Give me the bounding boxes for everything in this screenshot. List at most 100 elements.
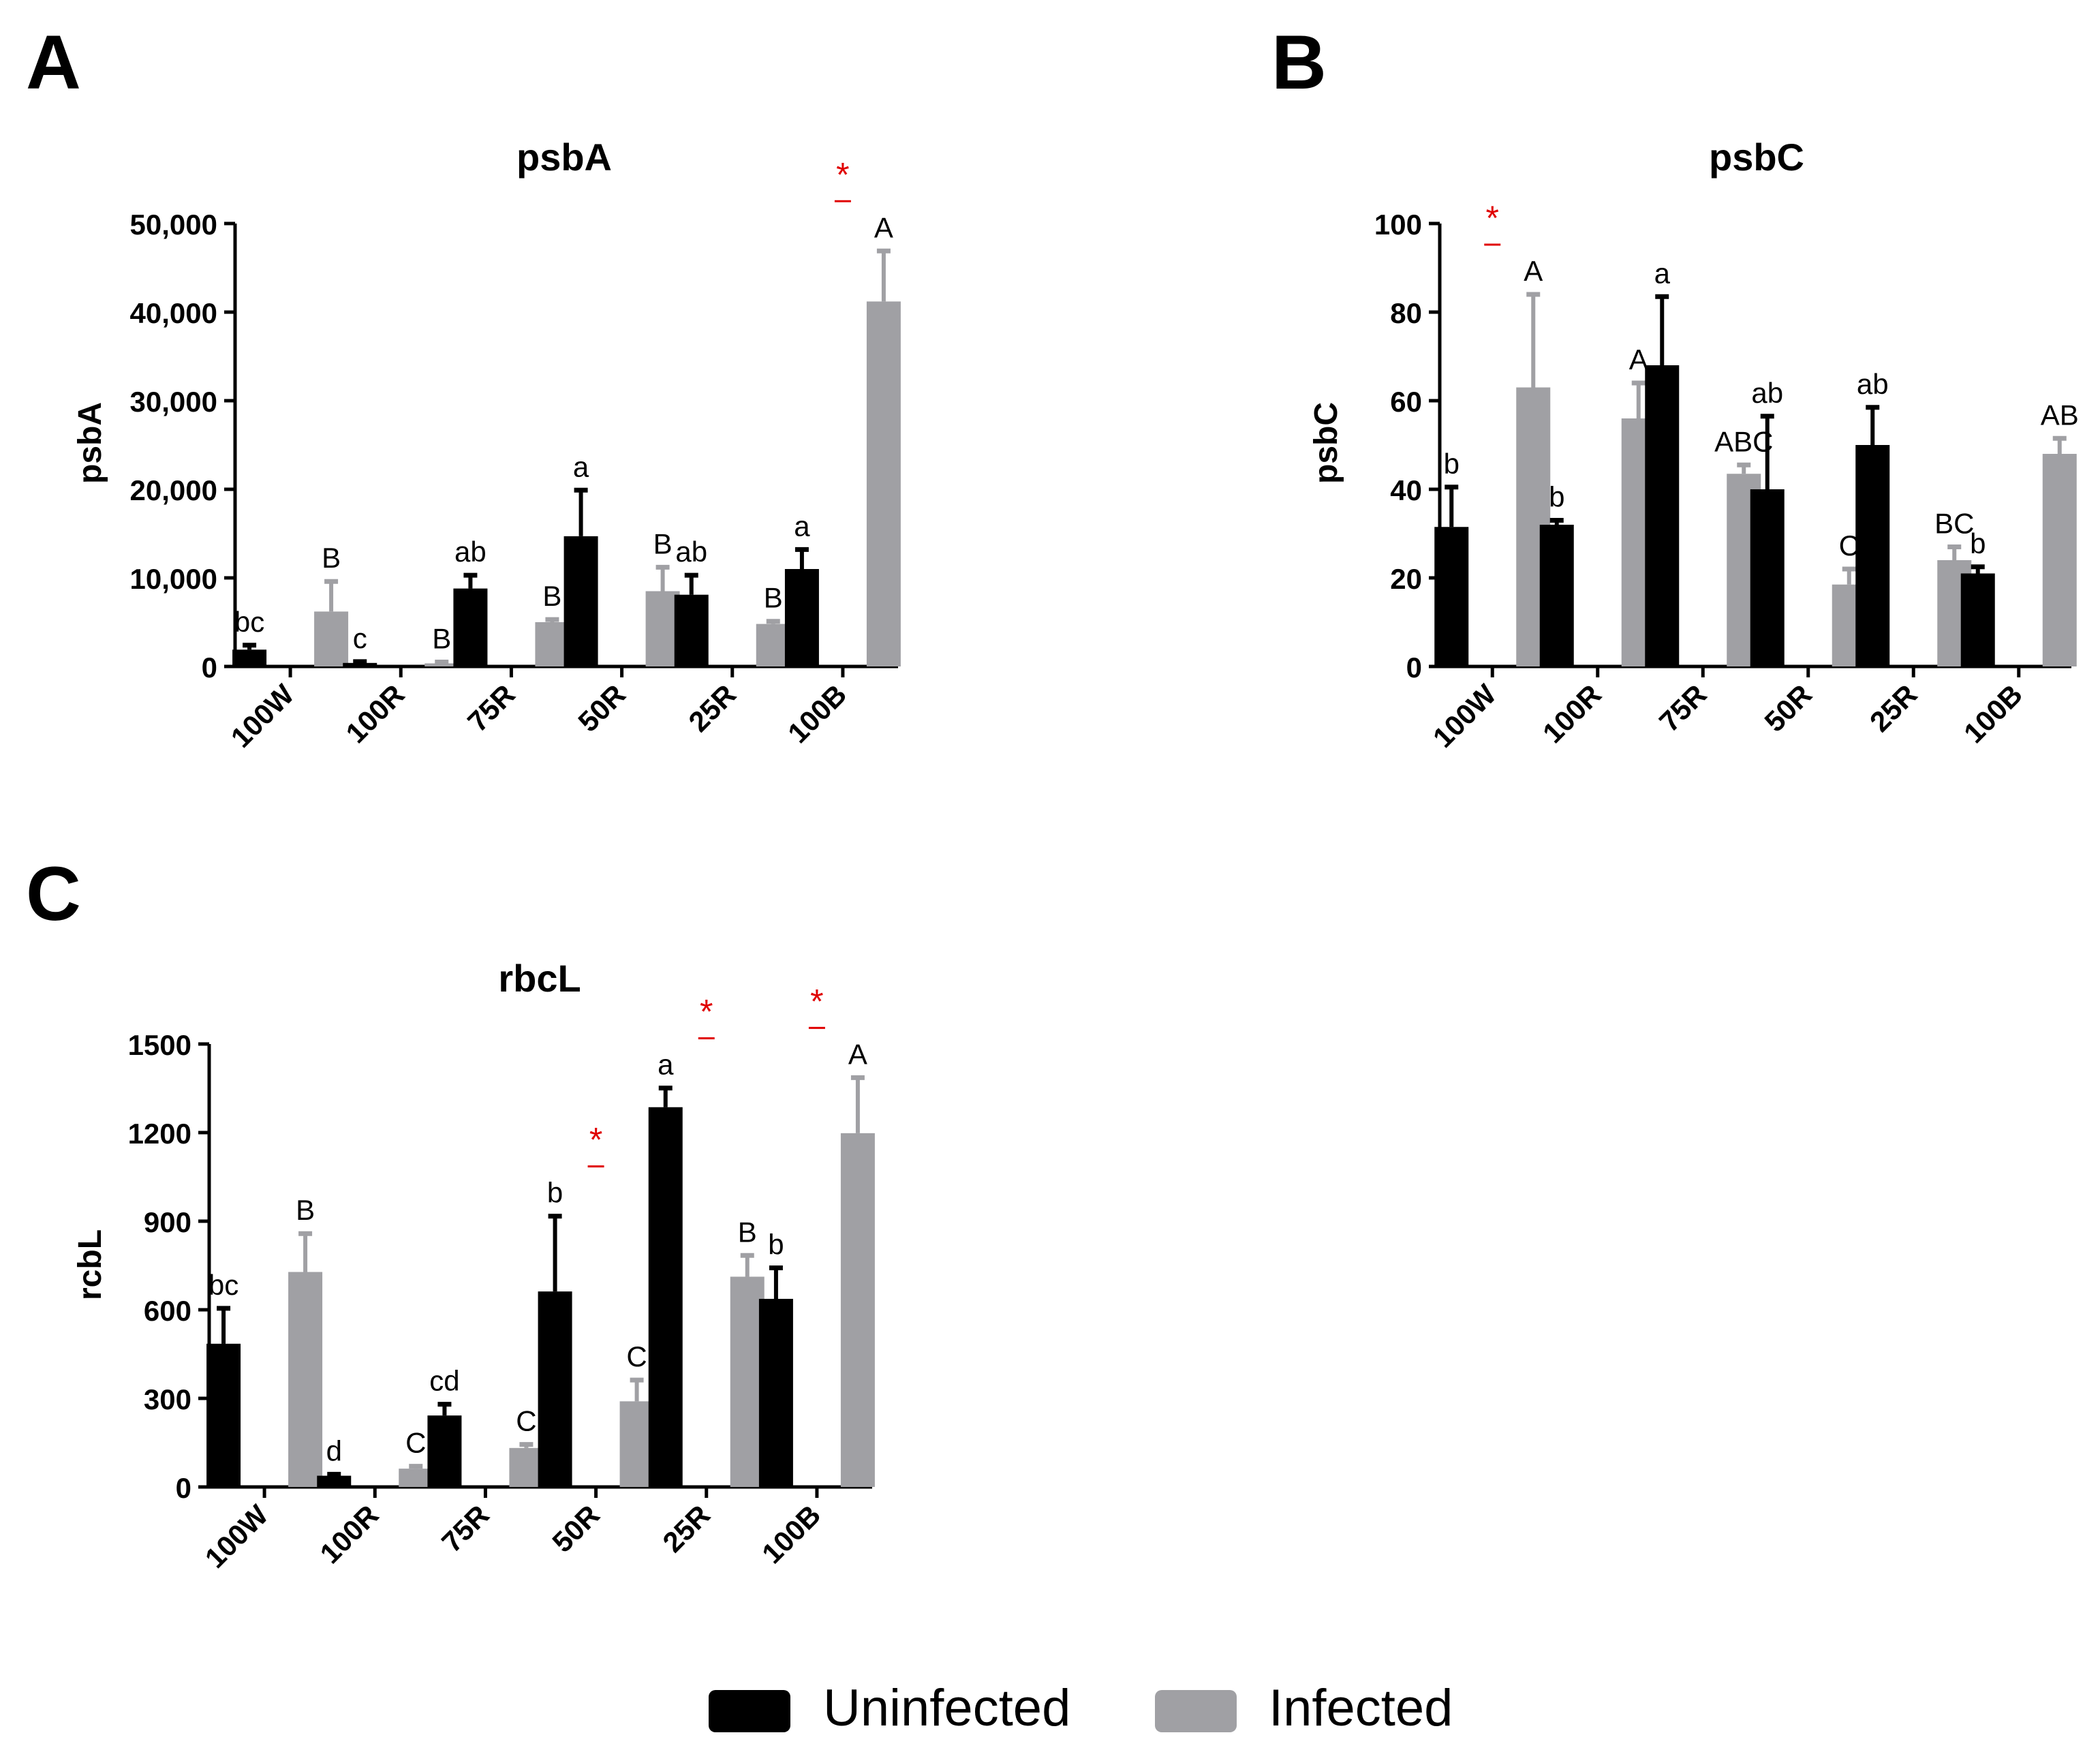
panel-a-bar-uninfected bbox=[343, 662, 377, 666]
panel-b-group-letter: ABC bbox=[1714, 425, 1773, 457]
panel-b-group-letter: b bbox=[1444, 448, 1460, 480]
panel-b-bar-uninfected bbox=[1855, 445, 1890, 666]
panel-a-bar-uninfected bbox=[674, 594, 709, 666]
panel-c-group-letter: a bbox=[658, 1049, 674, 1081]
panel-a-bar-infected bbox=[756, 624, 790, 666]
panel-b-y-tick-label: 80 bbox=[1390, 297, 1422, 329]
panel-a-group-letter: B bbox=[764, 582, 783, 614]
panel-a-y-tick-label: 30,000 bbox=[130, 386, 217, 418]
legend-swatch-uninfected bbox=[709, 1690, 790, 1732]
panel-c-y-tick-label: 0 bbox=[176, 1472, 191, 1504]
panel-a-bar-infected bbox=[645, 591, 680, 666]
panel-c-y-tick-label: 300 bbox=[144, 1383, 191, 1415]
panel-c-group-letter: C bbox=[626, 1340, 647, 1372]
panel-c-y-tick-label: 1200 bbox=[128, 1118, 191, 1150]
panel-c-group-letter: B bbox=[738, 1216, 757, 1248]
panel-a-group-letter: ab bbox=[454, 536, 487, 568]
panel-a-y-tick-label: 40,000 bbox=[130, 297, 217, 329]
panel-b-y-tick-label: 100 bbox=[1374, 209, 1422, 241]
legend: Uninfected Infected bbox=[709, 1679, 1453, 1737]
panel-c-group-letter: A bbox=[848, 1038, 867, 1070]
panel-c-significance-star: * bbox=[810, 982, 823, 1020]
panel-b-group-letter: A bbox=[1629, 343, 1648, 375]
panel-c-bar-uninfected bbox=[538, 1291, 572, 1487]
panel-a-group-letter: B bbox=[542, 580, 561, 612]
panel-b-group-letter: BC bbox=[1934, 508, 1974, 540]
panel-b-bar-uninfected bbox=[1645, 365, 1680, 666]
panel-a-bar-uninfected bbox=[232, 649, 267, 666]
panel-a-bar-uninfected bbox=[784, 569, 819, 666]
panel-a-y-tick-label: 20,000 bbox=[130, 474, 217, 506]
panel-c-group-letter: cd bbox=[429, 1365, 459, 1397]
panel-a-y-tick-label: 0 bbox=[202, 651, 217, 684]
panel-a-significance-star: * bbox=[836, 155, 849, 194]
panel-c-ylabel: rcbL bbox=[72, 1229, 108, 1300]
panel-c-bar-uninfected bbox=[758, 1298, 793, 1487]
panel-b-letter: B bbox=[1271, 20, 1327, 105]
panel-c-bar-infected bbox=[840, 1133, 875, 1487]
panel-b-bar-uninfected bbox=[1750, 489, 1785, 666]
panel-a-bar-infected bbox=[535, 622, 570, 666]
panel-b-y-tick-label: 60 bbox=[1390, 386, 1422, 418]
panel-c-group-letter: B bbox=[296, 1194, 315, 1226]
panel-c-bar-infected bbox=[399, 1469, 433, 1487]
panel-b-y-tick-label: 20 bbox=[1390, 563, 1422, 595]
panel-c-group-letter: b bbox=[768, 1228, 784, 1260]
panel-a-bar-infected bbox=[314, 611, 349, 666]
panel-c-significance-star: * bbox=[589, 1121, 602, 1159]
panel-b-significance-star: * bbox=[1486, 199, 1499, 237]
panel-b-bar-uninfected bbox=[1960, 573, 1995, 666]
panel-a-ylabel: psbA bbox=[72, 402, 108, 484]
panel-b-group-letter: AB bbox=[2041, 399, 2079, 431]
panel-c-bar-uninfected bbox=[648, 1107, 683, 1487]
panel-b-title: psbC bbox=[1709, 136, 1804, 179]
panel-c-bar-infected bbox=[730, 1276, 765, 1487]
panel-b-group-letter: b bbox=[1970, 527, 1986, 559]
panel-a-bar-uninfected bbox=[563, 536, 598, 666]
panel-b-bar-uninfected bbox=[1539, 525, 1574, 666]
panel-a-group-letter: A bbox=[874, 211, 893, 243]
panel-b-group-letter: a bbox=[1654, 257, 1671, 289]
panel-b-group-letter: ab bbox=[1751, 377, 1783, 409]
panel-c-y-tick-label: 900 bbox=[144, 1206, 191, 1238]
panel-a-bar-infected bbox=[424, 663, 459, 666]
panel-c-group-letter: C bbox=[516, 1405, 536, 1437]
panel-a-group-letter: a bbox=[794, 510, 810, 542]
panel-b-bar-infected bbox=[2042, 454, 2077, 666]
panel-c-bar-uninfected bbox=[317, 1475, 352, 1487]
panel-a-group-letter: B bbox=[322, 542, 341, 574]
panel-a-y-tick-label: 50,000 bbox=[130, 209, 217, 241]
panel-a-group-letter: a bbox=[573, 450, 589, 482]
panel-b-group-letter: A bbox=[1524, 255, 1543, 287]
panel-a-group-letter: B bbox=[653, 527, 673, 559]
panel-c-bar-uninfected bbox=[206, 1343, 241, 1487]
panel-b-group-letter: ab bbox=[1857, 368, 1889, 400]
panel-c-bar-infected bbox=[509, 1447, 544, 1487]
panel-a-y-tick-label: 10,000 bbox=[130, 563, 217, 595]
panel-c-group-letter: b bbox=[547, 1177, 563, 1209]
panel-a-bar-infected bbox=[866, 301, 901, 666]
panel-c-y-tick-label: 600 bbox=[144, 1295, 191, 1327]
panel-c-bar-infected bbox=[288, 1272, 323, 1487]
panel-c-bar-infected bbox=[619, 1401, 654, 1487]
panel-c-bar-uninfected bbox=[427, 1415, 462, 1487]
panel-c-group-letter: C bbox=[405, 1427, 426, 1459]
panel-b-group-letter: b bbox=[1549, 481, 1564, 513]
panel-c-title: rbcL bbox=[498, 957, 581, 1000]
panel-a-letter: A bbox=[26, 20, 81, 105]
legend-label-infected: Infected bbox=[1269, 1679, 1453, 1737]
panel-a-group-letter: c bbox=[353, 622, 367, 654]
panel-b-y-tick-label: 40 bbox=[1390, 474, 1422, 506]
panel-a-group-letter: ab bbox=[675, 536, 707, 568]
panel-c-group-letter: d bbox=[326, 1434, 342, 1467]
panel-b-y-tick-label: 0 bbox=[1406, 651, 1422, 684]
panel-c-y-tick-label: 1500 bbox=[128, 1029, 191, 1061]
panel-b-bar-uninfected bbox=[1434, 527, 1469, 666]
legend-swatch-infected bbox=[1155, 1690, 1237, 1732]
legend-label-uninfected: Uninfected bbox=[823, 1679, 1070, 1737]
panel-c: C rbcL rcbL 030060090012001500100WbcB100… bbox=[26, 851, 875, 1574]
panel-a-group-letter: B bbox=[432, 623, 451, 655]
panel-a-bar-uninfected bbox=[453, 588, 488, 666]
panel-c-letter: C bbox=[26, 851, 81, 936]
